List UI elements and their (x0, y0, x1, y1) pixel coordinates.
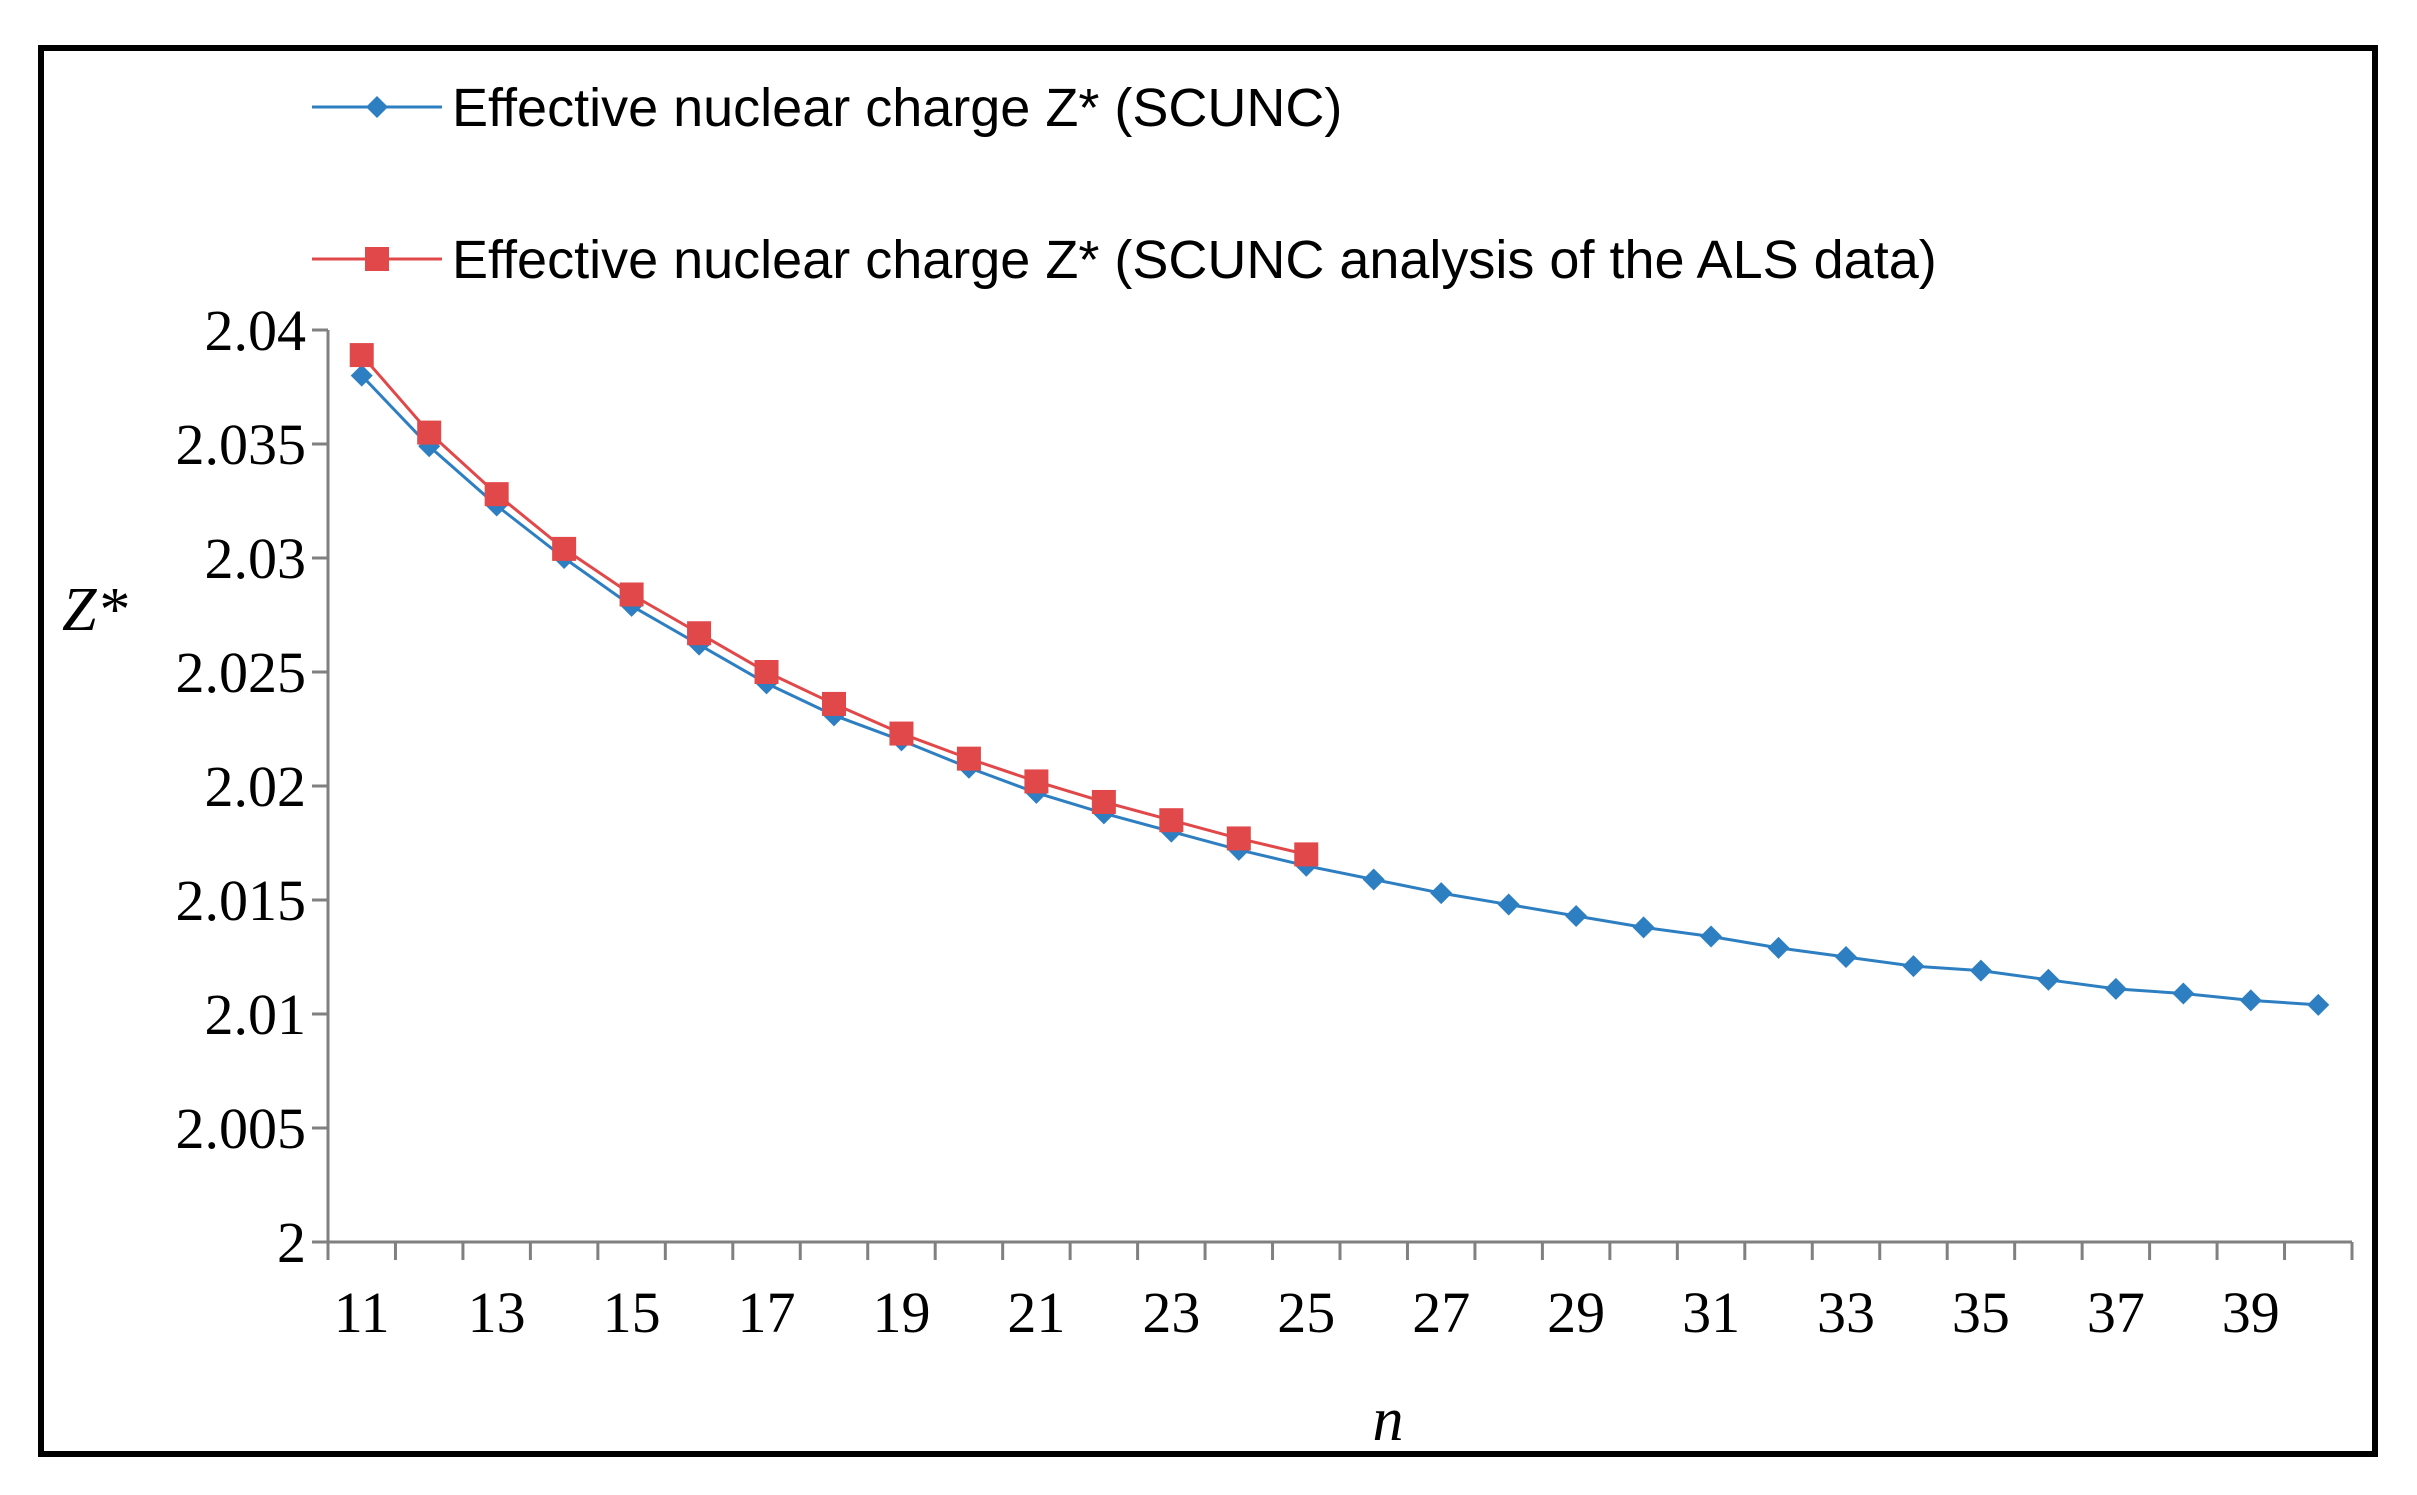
data-point (889, 721, 914, 746)
x-tick-label: 25 (1277, 1280, 1335, 1345)
plot-area (349, 343, 2330, 1016)
x-ticks (326, 1242, 2354, 1260)
series-line-0 (360, 374, 2319, 1007)
data-point (1226, 826, 1251, 851)
x-tick-labels: 11 13 15 17 19 21 23 25 27 29 31 33 35 37 39 (334, 1280, 2280, 1345)
data-point (2037, 968, 2060, 991)
data-point (2172, 982, 2195, 1005)
x-axis-title: n (1373, 1386, 1404, 1454)
data-point (552, 536, 577, 561)
legend-label-als: Effective nuclear charge Z* (SCUNC analy… (452, 230, 1937, 290)
legend-marker-scunc (366, 96, 388, 118)
x-tick-label: 17 (738, 1280, 796, 1345)
x-tick-label: 19 (872, 1280, 930, 1345)
y-tick-label: 2 (277, 1210, 306, 1275)
y-tick-labels: 2 2.005 2.01 2.015 2.02 2.025 2.03 2.035 2.04 (176, 298, 307, 1275)
x-tick-label: 13 (468, 1280, 526, 1345)
y-tick-label: 2.025 (176, 640, 307, 705)
data-point (1565, 904, 1588, 927)
y-axis-title: Z* (62, 576, 127, 644)
data-point (350, 364, 373, 387)
x-tick-label: 23 (1142, 1280, 1200, 1345)
data-point (1835, 946, 1857, 968)
data-point (2104, 977, 2127, 1000)
legend-marker-als (365, 247, 389, 271)
data-point (822, 691, 846, 716)
data-point (619, 582, 644, 607)
data-point (687, 621, 712, 646)
data-point (1159, 808, 1184, 833)
data-point (1430, 882, 1453, 905)
data-point (484, 482, 509, 507)
x-tick-label: 21 (1007, 1280, 1065, 1345)
legend: Effective nuclear charge Z* (SCUNC) Effe… (312, 78, 1937, 290)
legend-entry-als: Effective nuclear charge Z* (SCUNC analy… (312, 230, 1937, 290)
data-point (1767, 936, 1790, 959)
y-tick-label: 2.04 (205, 298, 307, 363)
data-point (1902, 955, 1925, 978)
data-point (2307, 993, 2330, 1016)
data-point (1091, 789, 1116, 814)
x-tick-label: 33 (1817, 1280, 1875, 1345)
series-1 (349, 343, 1319, 867)
data-point (2239, 989, 2262, 1012)
x-tick-label: 15 (603, 1280, 661, 1345)
x-tick-label: 29 (1547, 1280, 1605, 1345)
series-0 (350, 364, 2330, 1016)
data-point (956, 746, 981, 771)
data-point (349, 343, 374, 368)
y-tick-label: 2.035 (176, 412, 307, 477)
data-point (1294, 842, 1319, 867)
y-ticks (312, 328, 328, 1244)
x-tick-label: 31 (1682, 1280, 1740, 1345)
data-point (754, 660, 779, 684)
data-point (1497, 893, 1520, 916)
y-tick-label: 2.03 (205, 526, 307, 591)
data-point (417, 420, 442, 445)
x-tick-label: 35 (1952, 1280, 2010, 1345)
data-point (1632, 916, 1655, 939)
legend-entry-scunc: Effective nuclear charge Z* (SCUNC) (312, 78, 1342, 138)
y-tick-label: 2.02 (205, 754, 307, 819)
data-point (1969, 959, 1992, 982)
y-tick-label: 2.01 (205, 982, 307, 1047)
chart-frame (38, 45, 2378, 1457)
series-line-1 (360, 354, 1307, 856)
legend-label-scunc: Effective nuclear charge Z* (SCUNC) (452, 78, 1342, 138)
data-point (1700, 925, 1723, 948)
x-tick-label: 39 (2222, 1280, 2280, 1345)
x-tick-label: 11 (334, 1280, 390, 1345)
y-tick-label: 2.015 (176, 868, 307, 933)
data-point (1024, 769, 1049, 794)
x-tick-label: 27 (1412, 1280, 1470, 1345)
y-tick-label: 2.005 (176, 1096, 307, 1161)
x-tick-label: 37 (2087, 1280, 2145, 1345)
data-point (1362, 868, 1385, 891)
